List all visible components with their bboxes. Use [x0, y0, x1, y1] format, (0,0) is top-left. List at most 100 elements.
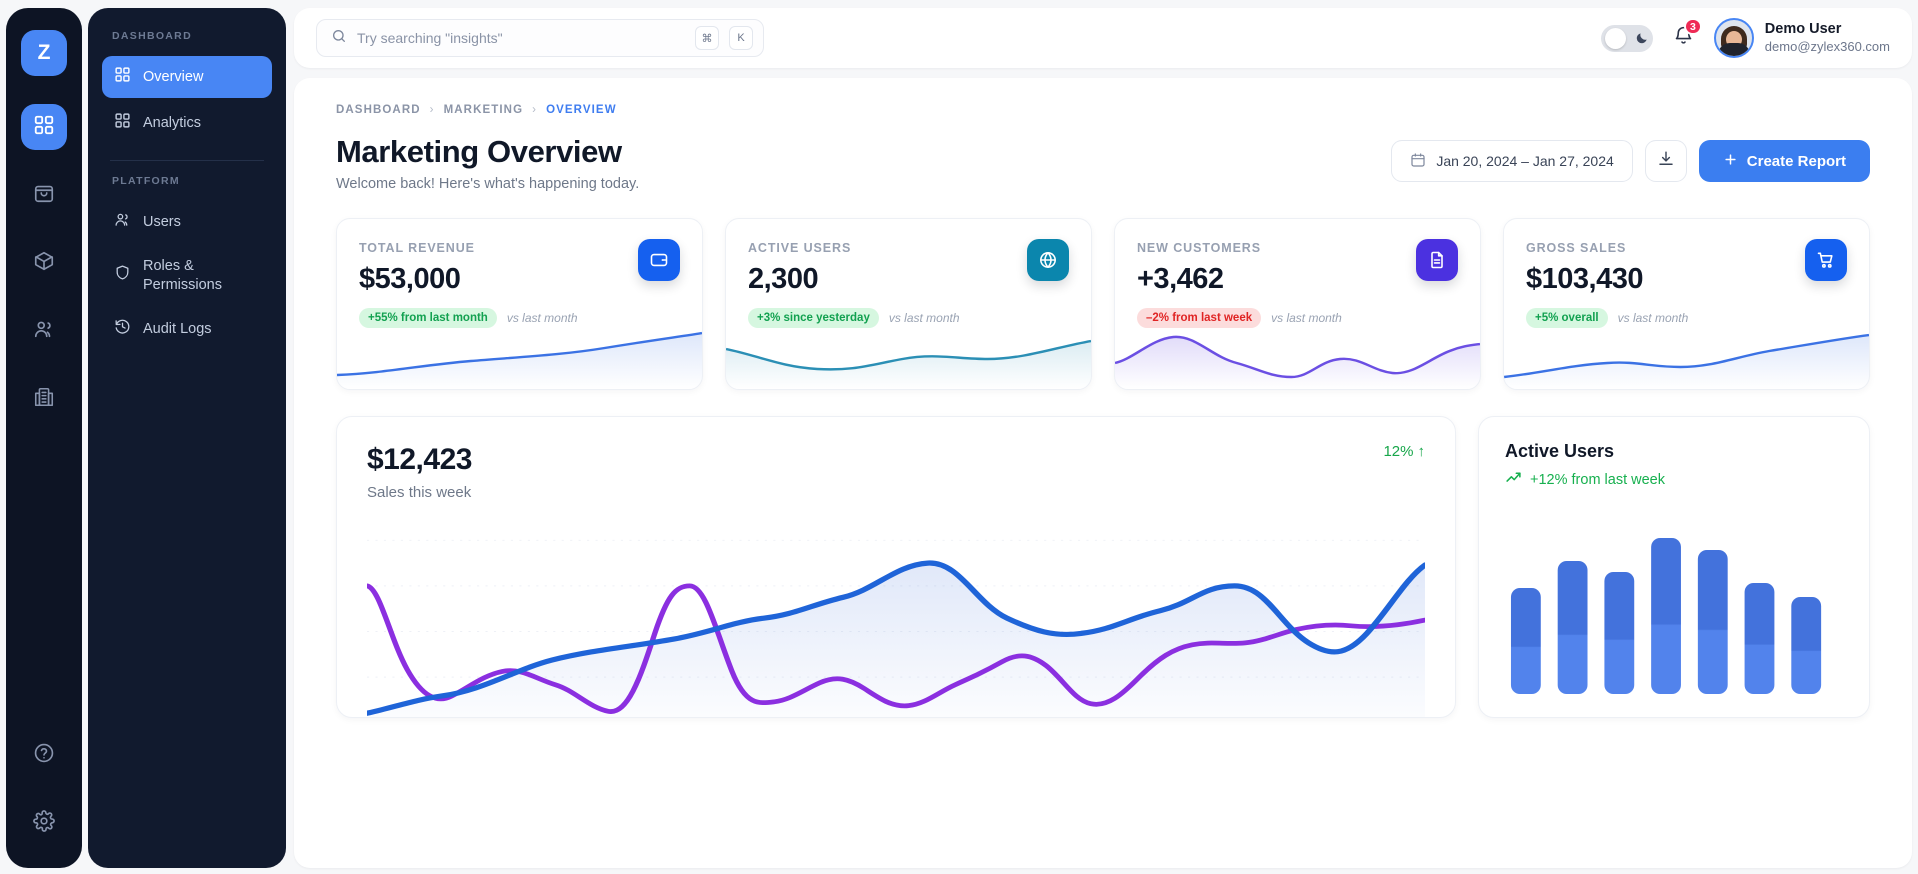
cart-icon	[1805, 239, 1847, 281]
sidebar-divider	[110, 160, 264, 162]
kpi-value: $53,000	[359, 263, 461, 295]
sales-line-chart[interactable]	[367, 527, 1425, 717]
kpi-label: GROSS SALES	[1526, 241, 1627, 255]
shopping-bag-icon	[33, 182, 55, 209]
user-menu[interactable]: Demo User demo@zylex360.com	[1713, 18, 1890, 58]
users-icon	[33, 318, 55, 345]
kpi-label: TOTAL REVENUE	[359, 241, 475, 255]
sales-delta: 12% ↑	[1383, 443, 1425, 460]
active-users-delta: +12% from last week	[1505, 469, 1843, 490]
sidebar-item-analytics[interactable]: Analytics	[102, 102, 272, 144]
sidebar-item-users[interactable]: Users	[102, 201, 272, 243]
rail-item-dashboard[interactable]	[21, 104, 67, 150]
help-circle-icon	[33, 742, 55, 769]
bell-icon	[1673, 26, 1694, 50]
kpi-sparkline	[726, 315, 1091, 389]
kbd-modifier[interactable]: ⌘	[695, 26, 719, 50]
line-chart-svg	[367, 539, 1425, 717]
calendar-icon	[1410, 152, 1426, 171]
kpi-comparison-text: vs last month	[888, 311, 960, 325]
kpi-label: NEW CUSTOMERS	[1137, 241, 1261, 255]
create-report-label: Create Report	[1746, 152, 1846, 170]
rail-item-settings[interactable]	[21, 800, 67, 846]
series-orders-line	[367, 583, 1425, 714]
rail-item-help[interactable]	[21, 732, 67, 778]
kpi-change-chip: +5% overall	[1526, 308, 1608, 328]
sidebar-item-label: Roles & Permissions	[143, 258, 222, 293]
breadcrumb-item-marketing[interactable]: MARKETING	[443, 104, 524, 116]
active-users-card: Active Users +12% from last week	[1478, 416, 1870, 718]
active-users-bar-chart[interactable]	[1505, 524, 1843, 694]
search-input[interactable]: Try searching "insights" ⌘ K	[316, 19, 764, 57]
top-bar-actions: 3 Demo User demo@zylex360.com	[1600, 18, 1890, 58]
trending-up-icon	[1505, 469, 1522, 490]
app-logo-letter: Z	[37, 41, 51, 64]
top-bar: Try searching "insights" ⌘ K 3	[294, 8, 1912, 68]
kpi-card-active-users[interactable]: ACTIVE USERS 2,300 +3% since yesterday v…	[725, 218, 1092, 390]
shield-icon	[114, 264, 131, 286]
moon-icon	[1635, 31, 1649, 45]
content-panel: DASHBOARD › MARKETING › OVERVIEW Marketi…	[294, 78, 1912, 868]
active-users-delta-text: +12% from last week	[1530, 471, 1665, 488]
user-name: Demo User	[1764, 21, 1842, 38]
chart-row: $12,423 Sales this week 12% ↑	[336, 416, 1870, 718]
sidebar-item-label: Audit Logs	[143, 320, 212, 337]
sidebar-item-audit-logs[interactable]: Audit Logs	[102, 308, 272, 350]
sidebar-item-label: Analytics	[143, 115, 202, 132]
series-revenue-area	[367, 563, 1425, 717]
users-icon	[114, 211, 131, 233]
kbd-key[interactable]: K	[729, 26, 753, 50]
rail-item-people[interactable]	[21, 308, 67, 354]
kpi-card-gross-sales[interactable]: GROSS SALES $103,430 +5% overall vs last…	[1503, 218, 1870, 390]
chevron-right-icon: ›	[532, 104, 538, 116]
notifications-button[interactable]: 3	[1673, 18, 1702, 51]
globe-icon	[1027, 239, 1069, 281]
grid-icon	[33, 114, 55, 141]
download-button[interactable]	[1644, 140, 1687, 182]
kpi-value: 2,300	[748, 263, 819, 295]
user-email: demo@zylex360.com	[1764, 38, 1890, 54]
kpi-card-new-customers[interactable]: NEW CUSTOMERS +3,462 –2% from last week …	[1114, 218, 1481, 390]
kpi-comparison-text: vs last month	[1271, 311, 1342, 325]
arrow-up-icon: ↑	[1417, 443, 1426, 460]
grid-icon	[114, 66, 131, 88]
kpi-value: +3,462	[1137, 263, 1224, 295]
kpi-change-chip: +3% since yesterday	[748, 308, 879, 328]
sales-chart-header: $12,423 Sales this week 12% ↑	[367, 443, 1425, 501]
kpi-card-total-revenue[interactable]: TOTAL REVENUE $53,000 +55% from last mon…	[336, 218, 703, 390]
breadcrumb-item-dashboard[interactable]: DASHBOARD	[336, 104, 421, 116]
search-icon	[331, 28, 347, 49]
page-actions: Jan 20, 2024 – Jan 27, 2024 Create Repor…	[1391, 134, 1870, 182]
sidebar-item-label: Users	[143, 214, 181, 231]
date-range-picker[interactable]: Jan 20, 2024 – Jan 27, 2024	[1391, 140, 1633, 182]
breadcrumb: DASHBOARD › MARKETING › OVERVIEW	[336, 104, 1870, 116]
sidebar-item-overview[interactable]: Overview	[102, 56, 272, 99]
sidebar-item-label: Overview	[143, 69, 204, 85]
page-title: Marketing Overview	[336, 134, 622, 169]
sidebar-item-roles-permissions[interactable]: Roles & Permissions	[102, 247, 272, 303]
rail-item-shop[interactable]	[21, 172, 67, 218]
grid-icon	[114, 112, 131, 134]
history-icon	[114, 318, 131, 340]
search-placeholder: Try searching "insights"	[357, 30, 503, 46]
bar-chart-svg	[1510, 538, 1822, 694]
rail-item-reports[interactable]	[21, 376, 67, 422]
kpi-change-chip: +55% from last month	[359, 308, 497, 328]
gear-icon	[33, 809, 55, 837]
chevron-right-icon: ›	[429, 104, 435, 116]
sidebar: DASHBOARD Overview Analytics PLATFORM Us…	[88, 8, 286, 868]
create-report-button[interactable]: Create Report	[1698, 140, 1870, 182]
toggle-knob	[1604, 27, 1626, 49]
kpi-comparison-text: vs last month	[506, 311, 578, 325]
icon-rail: Z	[6, 8, 82, 868]
dark-mode-toggle[interactable]	[1600, 24, 1653, 52]
breadcrumb-item-overview[interactable]: OVERVIEW	[546, 104, 617, 116]
box-icon	[33, 250, 55, 277]
document-icon	[1416, 239, 1458, 281]
bars	[1510, 538, 1822, 694]
sales-this-week-card: $12,423 Sales this week 12% ↑	[336, 416, 1456, 718]
rail-item-products[interactable]	[21, 240, 67, 286]
kpi-change-chip: –2% from last week	[1137, 308, 1262, 328]
page-subtitle: Welcome back! Here's what's happening to…	[336, 176, 640, 192]
app-logo[interactable]: Z	[21, 30, 67, 76]
